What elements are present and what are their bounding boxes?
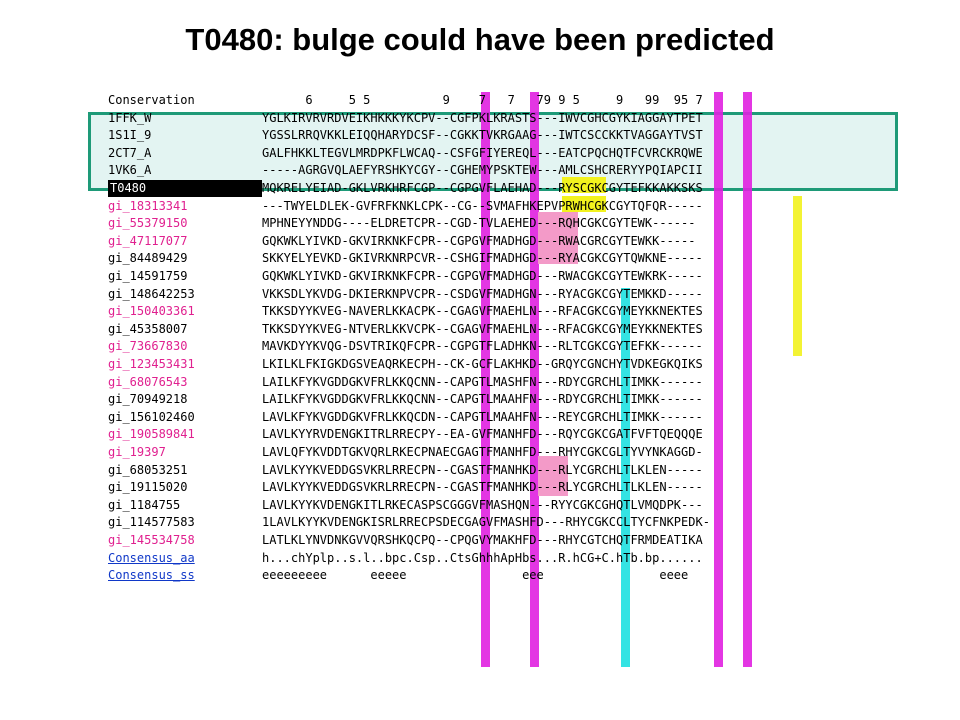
sequence-string: TKKSDYYKVEG-NTVERLKKVCPK--CGAGVFMAEHLN--…	[262, 321, 703, 336]
conserved-column	[793, 196, 802, 356]
sequence-string: SKKYELYEVKD-GKIVRKNRPCVR--CSHGIFMADHGD--…	[262, 251, 703, 266]
sequence-string: LAILKFYKVGDDGKVFRLKKQCNN--CAPGTLMASHFN--…	[262, 374, 703, 389]
sequence-string: LAILKFYKVGDDGKVFRLKKQCNN--CAPGTLMAAHFN--…	[262, 392, 703, 407]
sequence-name: gi_68076543	[108, 374, 188, 389]
sequence-string: VKKSDLYKVDG-DKIERKNPVCPR--CSDGVFMADHGN--…	[262, 286, 703, 301]
sequence-name: gi_70949218	[108, 392, 188, 407]
sequence-string: YGLKIRVRVRDVEIKHKKKYKCPV--CGFPKLKRASTS--…	[262, 110, 703, 125]
sequence-name: gi_150403361	[108, 304, 195, 319]
sequence-string: LAVLKFYKVGDDGKVFRLKKQCDN--CAPGTLMAAHFN--…	[262, 409, 703, 424]
sequence-name: gi_114577583	[108, 515, 195, 530]
sequence-string: h...chYplp..s.l..bpc.Csp..CtsGhhhApHbs..…	[262, 550, 703, 565]
sequence-string: LAVLKYYRVDENGKITRLRRECPY--EA-GVFMANHFD--…	[262, 427, 703, 442]
sequence-name: gi_55379150	[108, 216, 188, 231]
sequence-name: 1S1I_9	[108, 128, 152, 143]
sequence-string: GQKWKLYIVKD-GKVIRKNKFCPR--CGPGVFMADHGD--…	[262, 269, 703, 283]
sequence-string: TKKSDYYKVEG-NAVERLKKACPK--CGAGVFMAEHLN--…	[262, 304, 703, 319]
sequence-name: gi_190589841	[108, 427, 195, 442]
sequence-name[interactable]: Consensus_aa	[108, 550, 195, 565]
sequence-name: gi_148642253	[108, 286, 195, 301]
sequence-name: T0480	[108, 180, 262, 197]
conserved-column	[530, 92, 539, 667]
sequence-name: Conservation	[108, 93, 195, 107]
sequence-string: LAVLQFYKVDDTGKVQRLRKECPNAECGAGTFMANHFD--…	[262, 445, 703, 459]
sequence-name: 1FFK_W	[108, 110, 152, 125]
conserved-column	[743, 92, 752, 667]
sequence-name: gi_84489429	[108, 251, 188, 266]
conserved-column	[714, 92, 723, 667]
highlight-patch	[562, 196, 606, 212]
sequence-string: eeeeeeeee eeeee eee eeee	[262, 568, 689, 583]
sequence-string: 6 5 5 9 7 7 79 9 5 9 99 95 7	[262, 93, 703, 107]
sequence-name: 2CT7_A	[108, 145, 152, 160]
sequence-string: ---TWYELDLEK-GVFRFKNKLCPK--CG--SVMAFHKEP…	[262, 198, 703, 213]
sequence-string: LKILKLFKIGKDGSVEAQRKECPH--CK-GCFLAKHKD--…	[262, 357, 703, 371]
alignment-table: Conservation 6 5 5 9 7 7 79 9 5 9 99 95 …	[108, 92, 898, 667]
sequence-string: GQKWKLYIVKD-GKVIRKNKFCPR--CGPGVFMADHGD--…	[262, 233, 696, 248]
sequence-string: GALFHKKLTEGVLMRDPKFLWCAQ--CSFGFIYEREQL--…	[262, 145, 703, 160]
sequence-string: LAVLKYYKVEDDGSVKRLRRECPN--CGASTFMANHKD--…	[262, 480, 703, 495]
sequence-name: gi_1184755	[108, 497, 181, 512]
conserved-column	[621, 288, 630, 667]
sequence-name: gi_14591759	[108, 269, 188, 283]
sequence-name: gi_45358007	[108, 321, 188, 336]
highlight-patch	[538, 456, 568, 496]
highlight-patch	[562, 177, 606, 193]
sequence-name: gi_145534758	[108, 533, 195, 547]
sequence-string: YGSSLRRQVKKLEIQQHARYDCSF--CGKKTVKRGAAG--…	[262, 128, 703, 143]
sequence-name: gi_19397	[108, 445, 166, 459]
sequence-name: gi_47117077	[108, 233, 188, 248]
sequence-name: gi_156102460	[108, 409, 195, 424]
slide-title: T0480: bulge could have been predicted	[185, 22, 775, 57]
sequence-string: 1LAVLKYYKVDENGKISRLRRECPSDECGAGVFMASHFD-…	[262, 515, 710, 530]
sequence-name: gi_19115020	[108, 480, 188, 495]
sequence-string: LAVLKYYKVDENGKITLRKECASPSCGGGVFMASHQN---…	[262, 497, 703, 512]
sequence-name: gi_73667830	[108, 339, 188, 354]
conserved-column	[481, 92, 490, 667]
sequence-string: LAVLKYYKVEDDGSVKRLRRECPN--CGASTFMANHKD--…	[262, 462, 703, 477]
structure-template-box	[88, 112, 898, 191]
sequence-string: MAVKDYYKVQG-DSVTRIKQFCPR--CGPGTFLADHKN--…	[262, 339, 703, 354]
sequence-name: gi_18313341	[108, 198, 188, 213]
sequence-name: 1VK6_A	[108, 163, 152, 178]
sequence-name: gi_123453431	[108, 357, 195, 371]
highlight-patch	[538, 212, 578, 264]
sequence-string: MPHNEYYNDDG----ELDRETCPR--CGD-TVLAEHED--…	[262, 216, 696, 231]
sequence-string: MQKRELYEIAD-GKLVRKHRFCGP--CGPGVFLAEHAD--…	[262, 181, 703, 195]
sequence-string: LATLKLYNVDNKGVVQRSHKQCPQ--CPQGVYMAKHFD--…	[262, 533, 703, 547]
sequence-name: gi_68053251	[108, 462, 188, 477]
sequence-name[interactable]: Consensus_ss	[108, 568, 195, 583]
sequence-string: -----AGRGVQLAEFYRSHKYCGY--CGHEMYPSKTEW--…	[262, 163, 703, 178]
